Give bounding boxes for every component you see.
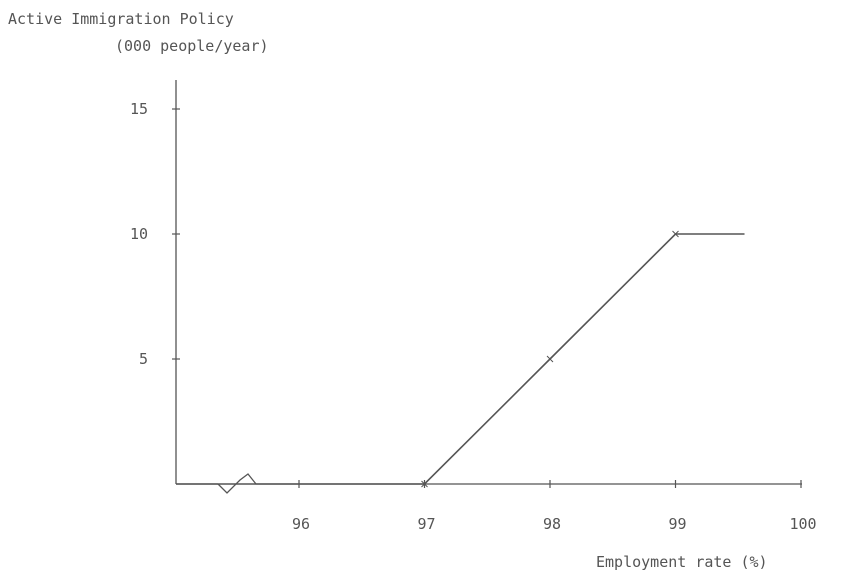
x-tick-label-97: 97	[417, 515, 435, 533]
x-tick-label-99: 99	[668, 515, 686, 533]
x-axis-label: Employment rate (%)	[596, 553, 768, 571]
y-tick-label-10: 10	[130, 225, 148, 243]
y-axis-label-line2: (000 people/year)	[115, 37, 269, 55]
data-point-0-2	[546, 355, 554, 363]
x-tick-label-96: 96	[292, 515, 310, 533]
data-point-0-1	[421, 480, 428, 488]
series-line-0	[176, 233, 745, 485]
x-tick-label-100: 100	[789, 515, 816, 533]
y-tick-label-15: 15	[130, 100, 148, 118]
y-tick-label-5: 5	[139, 350, 148, 368]
x-tick-label-98: 98	[543, 515, 561, 533]
y-axis-label-line1: Active Immigration Policy	[8, 10, 234, 28]
data-point-0-3	[672, 230, 679, 238]
